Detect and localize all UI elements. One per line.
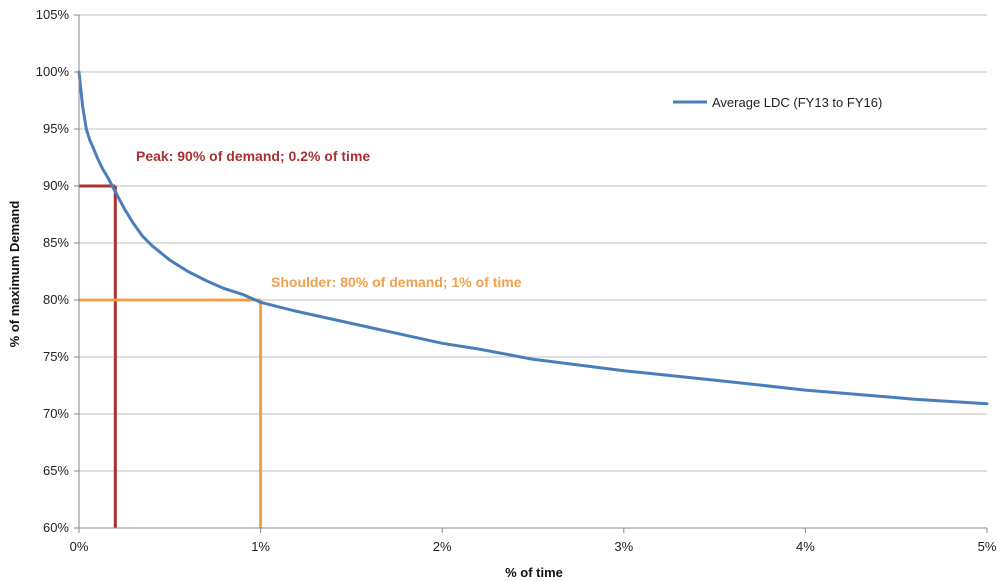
y-axis-title: % of maximum Demand: [7, 201, 22, 348]
y-tick-label: 85%: [43, 235, 69, 250]
gridlines: [79, 14, 987, 529]
y-tick-label: 70%: [43, 406, 69, 421]
axes: [78, 15, 987, 529]
annotation-guides: [79, 184, 263, 528]
y-tick-label: 75%: [43, 349, 69, 364]
x-tick-label: 2%: [433, 539, 452, 554]
y-tick-label: 90%: [43, 178, 69, 193]
y-tick-label: 65%: [43, 463, 69, 478]
y-tick-label: 95%: [43, 121, 69, 136]
peak-annotation: Peak: 90% of demand; 0.2% of time: [136, 148, 370, 164]
y-tick-label: 105%: [36, 7, 70, 22]
series-line-0: [77, 70, 989, 406]
y-tick-label: 80%: [43, 292, 69, 307]
shoulder-annotation: Shoulder: 80% of demand; 1% of time: [271, 274, 522, 290]
series-layer: [77, 70, 989, 406]
x-tick-label: 5%: [978, 539, 997, 554]
y-tick-label: 100%: [36, 64, 70, 79]
legend: Average LDC (FY13 to FY16): [673, 95, 882, 110]
legend-label: Average LDC (FY13 to FY16): [712, 95, 882, 110]
x-axis-title: % of time: [505, 565, 563, 580]
x-tick-label: 0%: [70, 539, 89, 554]
tick-labels: 60% 65% 70% 75% 80% 85% 90% 95% 100% 105% 0% 1% 2% 3%…: [36, 7, 997, 554]
x-tick-label: 1%: [251, 539, 270, 554]
x-tick-label: 3%: [614, 539, 633, 554]
y-tick-label: 60%: [43, 520, 69, 535]
x-tick-label: 4%: [796, 539, 815, 554]
